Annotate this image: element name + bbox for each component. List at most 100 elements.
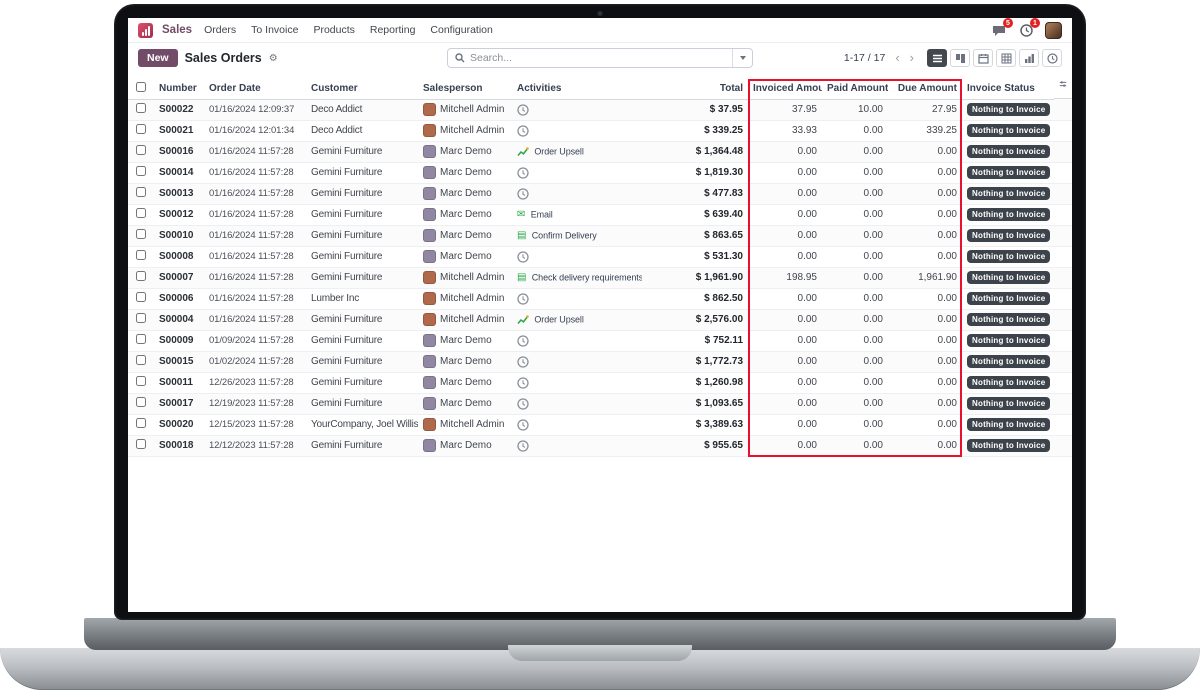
gear-icon[interactable]: ⚙ <box>268 52 278 64</box>
table-row[interactable]: S00009 01/09/2024 11:57:28 Gemini Furnit… <box>128 330 1072 352</box>
table-row[interactable]: S00012 01/16/2024 11:57:28 Gemini Furnit… <box>128 204 1072 226</box>
cell-activities: ✉ ▤ <box>512 246 642 268</box>
table-row[interactable]: S00013 01/16/2024 11:57:28 Gemini Furnit… <box>128 183 1072 205</box>
cell-salesperson: Marc Demo <box>418 225 512 247</box>
activities-icon[interactable]: 1 <box>1018 18 1040 38</box>
col-customer[interactable]: Customer <box>306 79 418 100</box>
pivot-view-icon[interactable] <box>996 49 1016 67</box>
row-checkbox[interactable] <box>136 271 146 281</box>
cell-total: $ 339.25 <box>642 120 748 142</box>
salesperson-avatar <box>423 418 436 431</box>
select-all-checkbox[interactable] <box>136 82 146 93</box>
row-checkbox[interactable] <box>136 376 146 386</box>
calendar-view-icon[interactable] <box>973 49 993 67</box>
table-row[interactable]: S00017 12/19/2023 11:57:28 Gemini Furnit… <box>128 393 1072 415</box>
cell-invoice-status: Nothing to Invoice <box>962 309 1054 331</box>
sales-app-icon[interactable] <box>138 22 153 38</box>
table-row[interactable]: S00011 12/26/2023 11:57:28 Gemini Furnit… <box>128 372 1072 394</box>
upsell-chart-activity-icon[interactable] <box>517 147 529 157</box>
row-checkbox[interactable] <box>136 166 146 176</box>
table-row[interactable]: S00010 01/16/2024 11:57:28 Gemini Furnit… <box>128 225 1072 247</box>
clock-activity-icon[interactable] <box>517 334 529 347</box>
nav-item-reporting[interactable]: Reporting <box>369 24 416 36</box>
row-checkbox[interactable] <box>136 397 146 407</box>
table-row[interactable]: S00008 01/16/2024 11:57:28 Gemini Furnit… <box>128 246 1072 268</box>
clock-activity-icon[interactable] <box>517 166 529 179</box>
row-checkbox[interactable] <box>136 250 146 260</box>
email-activity-icon[interactable]: ✉ <box>517 208 526 220</box>
clock-activity-icon[interactable] <box>517 250 529 263</box>
table-row[interactable]: S00021 01/16/2024 12:01:34 Deco Addict M… <box>128 120 1072 142</box>
clock-activity-icon[interactable] <box>517 418 529 431</box>
cell-activities: ✉ ▤ <box>512 330 642 352</box>
optional-columns-icon[interactable] <box>1054 79 1072 99</box>
clock-activity-icon[interactable] <box>517 187 529 200</box>
list-view-icon[interactable] <box>927 49 947 67</box>
table-row[interactable]: S00020 12/15/2023 11:57:28 YourCompany, … <box>128 414 1072 436</box>
row-checkbox[interactable] <box>136 229 146 239</box>
kanban-view-icon[interactable] <box>950 49 970 67</box>
search-icon <box>455 53 465 63</box>
table-row[interactable]: S00015 01/02/2024 11:57:28 Gemini Furnit… <box>128 351 1072 373</box>
table-row[interactable]: S00007 01/16/2024 11:57:28 Gemini Furnit… <box>128 267 1072 289</box>
row-checkbox[interactable] <box>136 418 146 428</box>
col-invoice-status[interactable]: Invoice Status <box>962 79 1054 100</box>
col-activities[interactable]: Activities <box>512 79 642 100</box>
clock-activity-icon[interactable] <box>517 103 529 116</box>
row-checkbox[interactable] <box>136 124 146 134</box>
col-total[interactable]: Total <box>642 79 748 100</box>
messages-icon[interactable]: 5 <box>991 18 1013 38</box>
clock-activity-icon[interactable] <box>517 439 529 452</box>
upsell-chart-activity-icon[interactable] <box>517 315 529 325</box>
row-checkbox[interactable] <box>136 103 146 113</box>
col-due-amount[interactable]: Due Amount <box>888 79 962 100</box>
nav-item-products[interactable]: Products <box>313 24 355 36</box>
row-checkbox[interactable] <box>136 187 146 197</box>
row-checkbox[interactable] <box>136 355 146 365</box>
row-checkbox[interactable] <box>136 334 146 344</box>
checklist-activity-icon[interactable]: ▤ <box>517 229 527 241</box>
row-checkbox[interactable] <box>136 208 146 218</box>
cell-customer: Gemini Furniture <box>306 204 418 226</box>
row-checkbox[interactable] <box>136 292 146 302</box>
search-input[interactable] <box>470 52 732 64</box>
col-paid-amount[interactable]: Paid Amount <box>822 79 888 100</box>
nav-item-to-invoice[interactable]: To Invoice <box>251 24 299 36</box>
row-checkbox[interactable] <box>136 145 146 155</box>
row-checkbox[interactable] <box>136 439 146 449</box>
clock-activity-icon[interactable] <box>517 397 529 410</box>
clock-activity-icon[interactable] <box>517 124 529 137</box>
salesperson-avatar <box>423 103 436 116</box>
cell-order-date: 12/15/2023 11:57:28 <box>204 414 306 436</box>
orders-table: Number Order Date Customer Salesperson A… <box>128 79 1072 457</box>
new-button[interactable]: New <box>138 49 178 67</box>
table-row[interactable]: S00014 01/16/2024 11:57:28 Gemini Furnit… <box>128 162 1072 184</box>
search-dropdown-toggle[interactable] <box>732 49 752 67</box>
checklist-activity-icon[interactable]: ▤ <box>517 271 527 283</box>
graph-view-icon[interactable] <box>1019 49 1039 67</box>
cell-paid-amount: 0.00 <box>822 204 888 226</box>
col-order-date[interactable]: Order Date <box>204 79 306 100</box>
user-avatar[interactable] <box>1045 21 1062 39</box>
table-row[interactable]: S00016 01/16/2024 11:57:28 Gemini Furnit… <box>128 141 1072 163</box>
app-name[interactable]: Sales <box>162 24 193 36</box>
col-salesperson[interactable]: Salesperson <box>418 79 512 100</box>
clock-activity-icon[interactable] <box>517 376 529 389</box>
table-row[interactable]: S00006 01/16/2024 11:57:28 Lumber Inc Mi… <box>128 288 1072 310</box>
activity-view-icon[interactable] <box>1042 49 1062 67</box>
row-checkbox[interactable] <box>136 313 146 323</box>
nav-item-orders[interactable]: Orders <box>204 24 237 36</box>
table-row[interactable]: S00018 12/12/2023 11:57:28 Gemini Furnit… <box>128 435 1072 457</box>
col-number[interactable]: Number <box>154 79 204 100</box>
clock-activity-icon[interactable] <box>517 292 529 305</box>
cell-salesperson: Marc Demo <box>418 330 512 352</box>
nav-item-configuration[interactable]: Configuration <box>430 24 493 36</box>
pager-previous-button[interactable]: ‹ <box>892 51 902 65</box>
table-row[interactable]: S00022 01/16/2024 12:09:37 Deco Addict M… <box>128 99 1072 121</box>
clock-activity-icon[interactable] <box>517 355 529 368</box>
cell-total: $ 862.50 <box>642 288 748 310</box>
table-row[interactable]: S00004 01/16/2024 11:57:28 Gemini Furnit… <box>128 309 1072 331</box>
cell-invoiced-amount: 0.00 <box>748 204 822 226</box>
pager-next-button[interactable]: › <box>907 51 917 65</box>
col-invoiced-amount[interactable]: Invoiced Amount <box>748 79 822 100</box>
